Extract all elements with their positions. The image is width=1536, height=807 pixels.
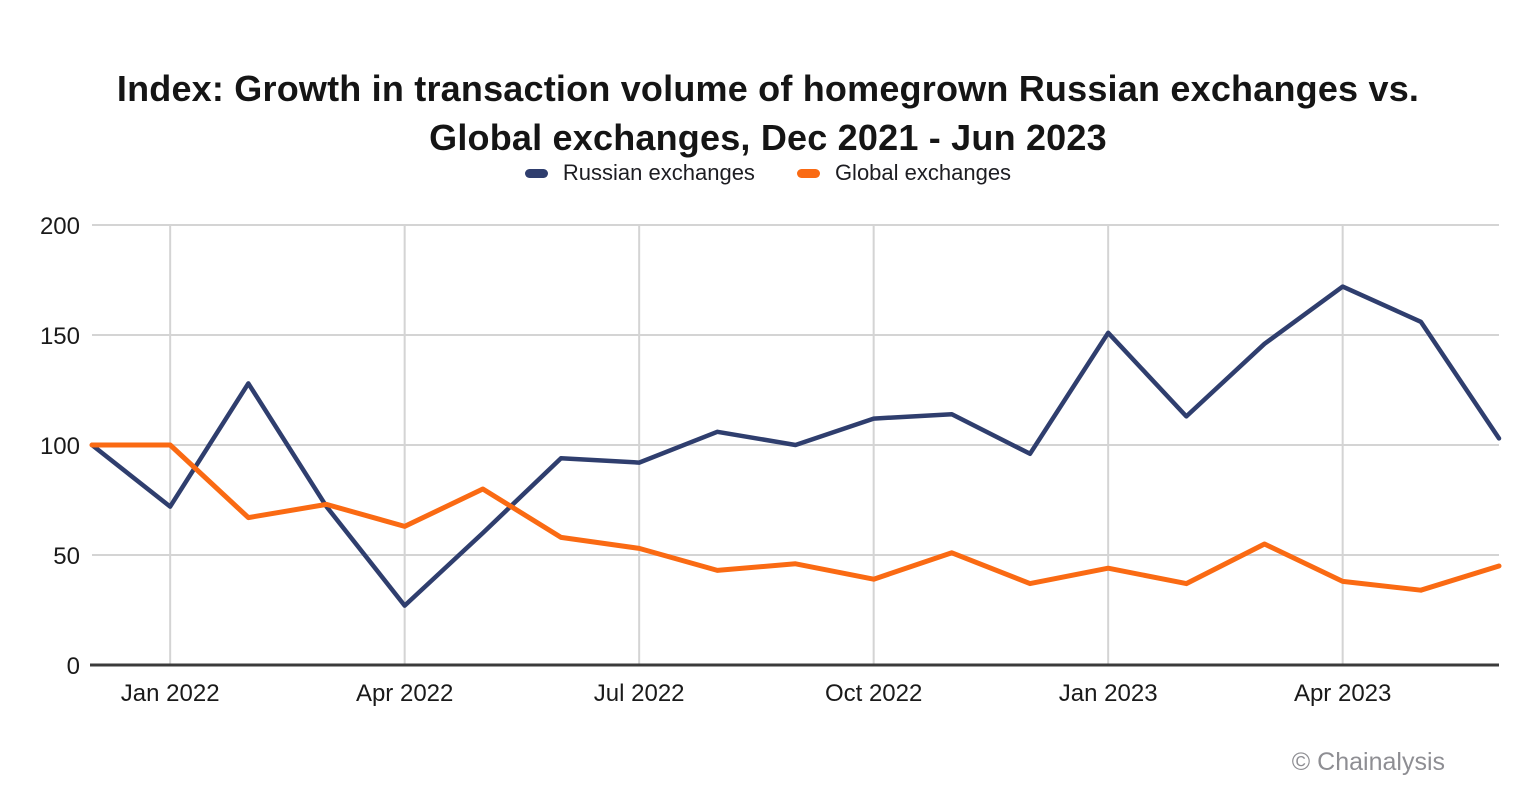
legend-label-russian-exchanges: Russian exchanges: [562, 160, 755, 185]
legend: Russian exchanges Global exchanges: [0, 160, 1536, 186]
x-tick-label: Apr 2023: [1294, 680, 1391, 707]
y-tick-label: 200: [40, 213, 80, 240]
chart-title-line1: Index: Growth in transaction volume of h…: [116, 68, 1420, 110]
legend-label-global-exchanges: Global exchanges: [834, 160, 1012, 185]
y-tick-label: 0: [67, 653, 80, 680]
global-exchanges-line: [89, 442, 1502, 593]
x-tick-label: Oct 2022: [825, 680, 922, 707]
chart-title-line2: Global exchanges, Dec 2021 - Jun 2023: [429, 117, 1107, 159]
chart-title: Index: Growth in transaction volume of h…: [0, 64, 1536, 162]
russian-exchanges-swatch-icon: [524, 168, 548, 178]
global-exchanges-swatch-icon: [796, 168, 820, 178]
x-tick-label: Apr 2022: [356, 680, 453, 707]
y-tick-label: 150: [40, 323, 80, 350]
x-tick-label: Jan 2022: [121, 680, 220, 707]
x-tick-label: Jan 2023: [1059, 680, 1158, 707]
x-tick-label: Jul 2022: [594, 680, 685, 707]
y-tick-label: 100: [40, 433, 80, 460]
legend-item-global-exchanges: Global exchanges: [796, 160, 1012, 186]
legend-item-russian-exchanges: Russian exchanges: [524, 160, 755, 186]
copyright: © Chainalysis: [1291, 748, 1445, 776]
y-tick-label: 50: [53, 543, 80, 570]
